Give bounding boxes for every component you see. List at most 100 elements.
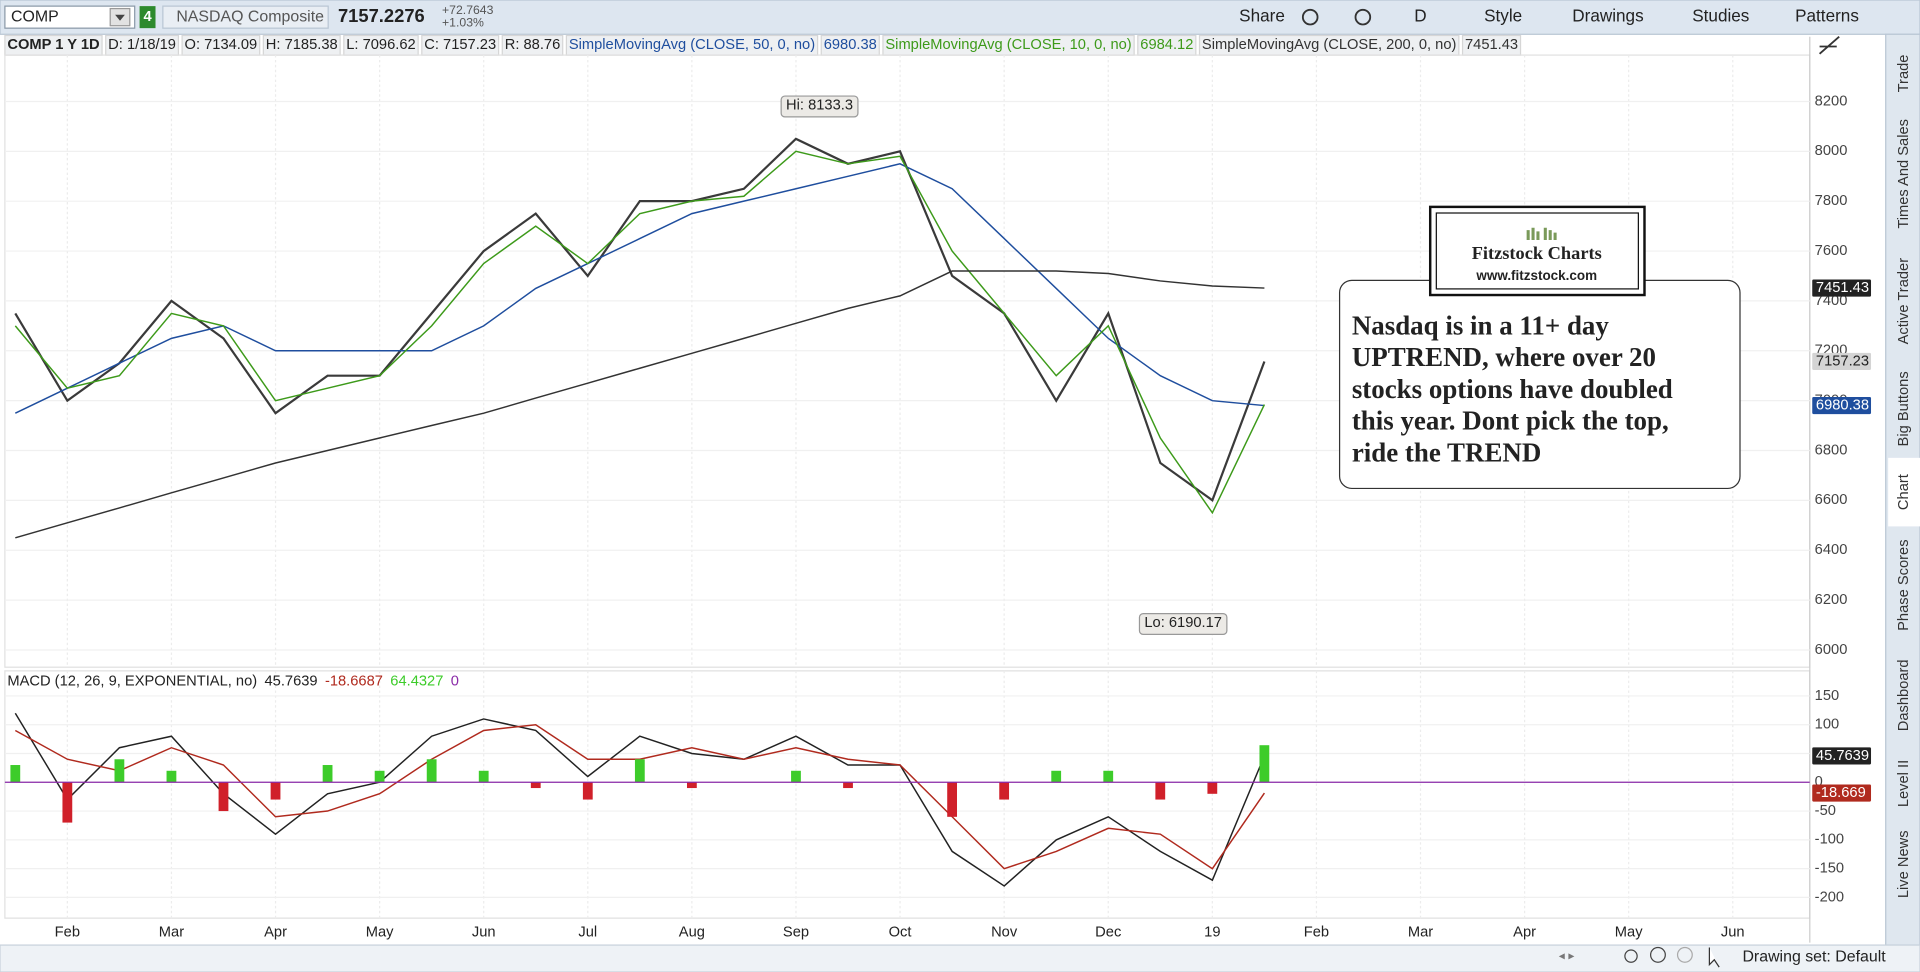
histogram-bar — [1155, 782, 1166, 800]
description-box — [162, 5, 329, 29]
sidebar-tab[interactable]: Trade — [1896, 55, 1912, 93]
sidebar-tab[interactable]: Dashboard — [1896, 659, 1912, 731]
link-box[interactable] — [139, 6, 156, 29]
histogram-bar — [1259, 745, 1270, 783]
zoom-in-icon[interactable] — [1650, 946, 1666, 963]
sidebar-tab[interactable]: Big Buttons — [1896, 371, 1912, 446]
series-line — [14, 137, 1266, 503]
x-tick-label: Feb — [55, 925, 80, 941]
info-item: 6984.12 — [1140, 37, 1193, 53]
change: +72.7643 — [442, 3, 494, 17]
toolbar-icon[interactable] — [1354, 8, 1372, 26]
histogram-bar — [582, 782, 593, 800]
histogram-bar — [634, 759, 645, 783]
x-tick-label: Jun — [1721, 925, 1745, 941]
info-item: SimpleMovingAvg (CLOSE, 200, 0, no) — [1202, 37, 1456, 53]
value-badge-label: 7157.23 — [1816, 353, 1869, 369]
info-item: 7451.43 — [1465, 37, 1518, 53]
toolbar-icon[interactable] — [1301, 8, 1319, 26]
sidebar-tab[interactable]: Times And Sales — [1896, 119, 1912, 229]
sidebar-tab[interactable]: Level II — [1896, 760, 1912, 807]
x-tick-label: Jul — [578, 925, 597, 941]
value-badge — [1812, 396, 1872, 415]
y-tick-label: 7400 — [1815, 293, 1848, 309]
sidebar-tab[interactable]: Phase Scores — [1896, 539, 1912, 630]
annotation-label: Hi: 8133.3 — [786, 98, 853, 114]
cursor-icon[interactable] — [1708, 947, 1720, 968]
macd-legend: 64.4327 — [390, 674, 443, 690]
x-tick-label: Dec — [1095, 925, 1121, 941]
x-tick-label: Jun — [472, 925, 496, 941]
y-tick-label: 0 — [1815, 774, 1823, 790]
macd-legend: 0 — [451, 674, 459, 690]
histogram-bar — [791, 770, 801, 783]
sidebar-tab[interactable]: Active Trader — [1896, 258, 1912, 345]
note-line: UPTREND, where over 20 — [1352, 342, 1656, 372]
x-tick-label: May — [366, 925, 394, 941]
sidebar-tab[interactable]: Chart — [1896, 474, 1912, 510]
info-item: 6980.38 — [824, 37, 877, 53]
note-line: this year. Dont pick the top, — [1352, 406, 1669, 436]
zoom-out-icon[interactable] — [1676, 946, 1693, 963]
series-line — [14, 723, 1266, 870]
info-item: R: 88.76 — [505, 37, 561, 53]
y-tick-label: 6800 — [1815, 442, 1848, 458]
x-tick-label: Apr — [264, 925, 287, 941]
description: NASDAQ Composite — [176, 8, 324, 25]
info-item: O: 7134.09 — [185, 37, 258, 53]
y-tick-label: -150 — [1815, 861, 1844, 877]
y-tick-label: -50 — [1815, 803, 1836, 819]
macd-legend: 45.7639 — [265, 674, 318, 690]
style-icon[interactable] — [1818, 36, 1840, 55]
link-group: 4 — [143, 9, 152, 25]
histogram-bar — [686, 782, 697, 789]
toolbar-button-label: Studies — [1692, 6, 1749, 26]
x-tick-label: Oct — [889, 925, 912, 941]
histogram-bar — [530, 782, 541, 789]
annotation-box — [1138, 612, 1228, 636]
x-tick-label: Feb — [1304, 925, 1329, 941]
histogram-bar — [1207, 782, 1218, 794]
toolbar-button-label: Style — [1484, 6, 1522, 26]
info-item: COMP 1 Y 1D — [7, 37, 99, 53]
value-badge — [1812, 352, 1872, 371]
macd-legend: -18.6687 — [325, 674, 383, 690]
y-tick-label: 6200 — [1815, 592, 1848, 608]
change-pct: +1.03% — [442, 15, 484, 29]
histogram-bar — [426, 759, 437, 783]
x-tick-label: May — [1615, 925, 1643, 941]
value-badge — [1812, 747, 1872, 765]
x-tick-label: 19 — [1204, 925, 1220, 941]
crosshair-icon[interactable] — [1624, 949, 1638, 963]
value-badge-label: 6980.38 — [1816, 397, 1869, 413]
info-item: H: 7185.38 — [266, 37, 338, 53]
x-tick-label: Mar — [1408, 925, 1433, 941]
note-line: ride the TREND — [1352, 438, 1541, 468]
histogram-bar — [10, 765, 21, 783]
status-bar — [0, 944, 1920, 972]
info-bar: COMP 1 Y 1D D: 1/18/19 O: 7134.09 H: 7185.3… — [4, 34, 1522, 56]
y-tick-label: 100 — [1815, 717, 1840, 733]
x-tick-label: Aug — [679, 925, 705, 941]
histogram-bar — [478, 770, 489, 783]
toolbar-buttons: Share D Style Drawings Studies Patterns — [1239, 6, 1859, 26]
dropdown-arrow — [115, 14, 125, 21]
active-tab[interactable] — [1888, 457, 1920, 527]
scroll-arrows[interactable]: ◂ ▸ — [1559, 948, 1575, 962]
annotation-label: Lo: 6190.17 — [1144, 615, 1222, 631]
note-line: stocks options have doubled — [1352, 374, 1673, 404]
value-badge-label: -18.669 — [1816, 785, 1866, 801]
sidebar-tab[interactable]: Live News — [1896, 830, 1912, 898]
last-price: 7157.2276 — [338, 5, 425, 26]
y-tick-label: 8000 — [1815, 143, 1848, 159]
toolbar-button-label: Patterns — [1795, 6, 1859, 26]
value-badge — [1812, 784, 1872, 802]
y-tick-label: 6000 — [1815, 642, 1848, 658]
symbol-box[interactable] — [4, 5, 136, 29]
y-tick-label: 150 — [1815, 688, 1840, 704]
symbol: COMP — [11, 8, 59, 25]
histogram-bar — [114, 759, 125, 783]
